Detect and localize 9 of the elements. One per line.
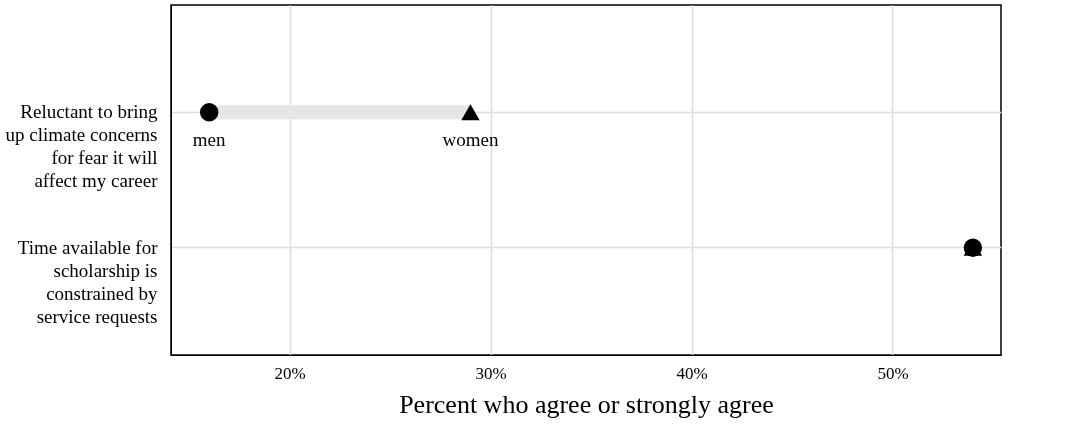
y-tick-label: Reluctant to bring up climate concerns for fear it will affect my career bbox=[5, 101, 159, 192]
y-tick-label: Time available for scholarship is constrained by service requests bbox=[17, 236, 159, 327]
x-axis-title: Percent who agree or strongly agree bbox=[399, 389, 774, 419]
x-tick-label: 30% bbox=[475, 363, 507, 383]
x-tick-label: 40% bbox=[676, 363, 708, 383]
series-label: women bbox=[442, 129, 499, 151]
series-label: men bbox=[192, 129, 227, 151]
x-tick-label: 50% bbox=[877, 363, 909, 383]
x-tick-label: 20% bbox=[274, 363, 306, 383]
